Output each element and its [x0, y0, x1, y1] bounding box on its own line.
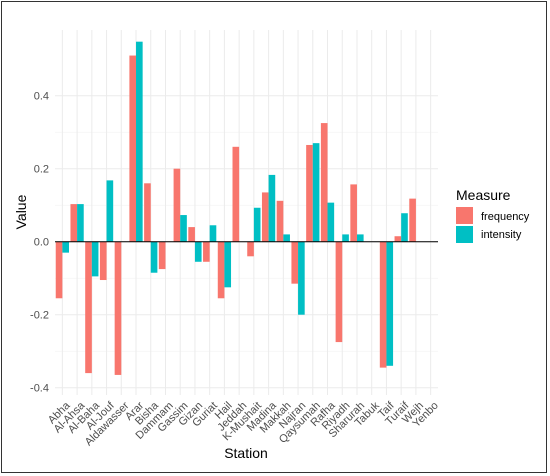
bar-intensity-turaif — [401, 213, 408, 242]
bar-intensity-rafha — [327, 202, 335, 242]
bar-frequency-sharurah — [350, 184, 357, 242]
y-tick-label: 0.4 — [34, 91, 49, 103]
bar-intensity-madina — [268, 174, 276, 242]
bar-frequency-gizan — [188, 227, 195, 242]
bar-frequency-qaysumah — [306, 144, 313, 242]
bar-intensity-al-ahsa — [77, 204, 84, 242]
bar-frequency-al-baha — [85, 241, 92, 374]
bar-frequency-najran — [291, 241, 299, 284]
x-tick-labels: AbhaAl-AhsaAl-BahaAl-JoufAldawasserArarB… — [46, 399, 441, 448]
bar-frequency-al-ahsa — [70, 204, 78, 242]
bar-frequency-gassim — [173, 168, 181, 242]
bars — [55, 41, 416, 375]
legend-key-intensity — [456, 226, 473, 243]
legend-label-intensity: intensity — [481, 229, 522, 241]
bar-frequency-rafha — [320, 123, 328, 242]
bar-intensity-makkah — [283, 234, 290, 242]
bar-intensity-taif — [386, 241, 394, 366]
y-tick-labels: -0.4 -0.2 0.0 0.2 0.4 — [30, 91, 49, 395]
y-tick-label: 0.2 — [34, 164, 49, 176]
bar-intensity-riyadh — [342, 234, 349, 242]
bar-intensity-najran — [298, 241, 305, 315]
bar-intensity-k-mushait — [253, 207, 261, 242]
bar-intensity-guriat — [209, 225, 217, 242]
bar-frequency-wejh — [409, 198, 416, 242]
bar-intensity-abha — [62, 241, 69, 253]
bar-frequency-makkah — [276, 200, 284, 242]
bar-intensity-al-jouf — [106, 180, 114, 242]
y-tick-label: -0.2 — [30, 310, 49, 322]
bar-frequency-jeddah — [232, 146, 240, 242]
y-tick-label: 0.0 — [34, 237, 49, 249]
bar-frequency-madina — [261, 192, 269, 242]
bar-frequency-guriat — [203, 241, 210, 262]
legend: Measure frequency intensity — [456, 187, 530, 243]
bar-intensity-arar — [136, 41, 143, 242]
legend-title: Measure — [456, 187, 511, 203]
bar-frequency-hail — [217, 241, 225, 299]
bar-frequency-k-mushait — [247, 241, 254, 257]
bar-frequency-abha — [55, 241, 63, 299]
bar-intensity-gassim — [180, 215, 187, 242]
legend-key-frequency — [456, 207, 473, 224]
bar-intensity-qaysumah — [312, 143, 320, 242]
y-tick-label: -0.4 — [30, 383, 49, 395]
bar-frequency-bisha — [144, 183, 151, 242]
bar-frequency-taif — [379, 241, 387, 368]
bar-frequency-dammam — [158, 241, 166, 270]
y-axis-title: Value — [13, 194, 29, 229]
bar-frequency-arar — [129, 55, 137, 242]
bar-intensity-sharurah — [356, 234, 364, 242]
bar-frequency-turaif — [394, 236, 402, 242]
bar-frequency-aldawasser — [114, 241, 122, 375]
legend-label-frequency: frequency — [481, 211, 530, 223]
bar-intensity-bisha — [150, 241, 158, 273]
bar-frequency-riyadh — [335, 241, 343, 343]
bar-intensity-hail — [224, 241, 232, 288]
x-axis-title: Station — [224, 445, 268, 461]
bar-intensity-al-baha — [91, 241, 99, 277]
bar-frequency-al-jouf — [99, 241, 107, 281]
bar-intensity-gizan — [194, 241, 202, 262]
